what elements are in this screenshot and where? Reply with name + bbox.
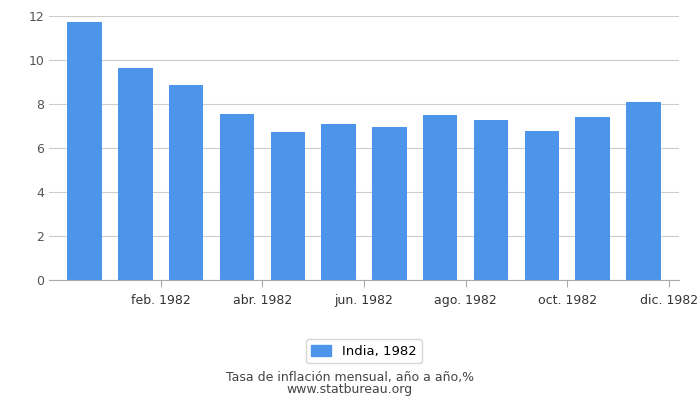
- Bar: [321, 124, 356, 280]
- Bar: [372, 127, 407, 280]
- Bar: [524, 131, 559, 280]
- Bar: [118, 68, 153, 280]
- Bar: [67, 22, 102, 280]
- Bar: [220, 114, 254, 280]
- Bar: [575, 117, 610, 280]
- Bar: [474, 120, 508, 280]
- Bar: [423, 115, 458, 280]
- Bar: [626, 102, 661, 280]
- Bar: [270, 132, 305, 280]
- Text: www.statbureau.org: www.statbureau.org: [287, 384, 413, 396]
- Text: Tasa de inflación mensual, año a año,%: Tasa de inflación mensual, año a año,%: [226, 372, 474, 384]
- Legend: India, 1982: India, 1982: [306, 339, 422, 363]
- Bar: [169, 85, 204, 280]
